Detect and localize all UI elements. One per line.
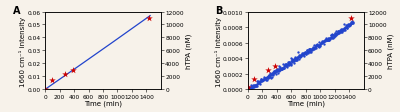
Text: B: B	[215, 6, 223, 16]
Y-axis label: 1660 cm⁻¹ intensity: 1660 cm⁻¹ intensity	[19, 16, 26, 86]
Y-axis label: 1660 cm⁻¹ intensity: 1660 cm⁻¹ intensity	[215, 16, 222, 86]
X-axis label: Time (min): Time (min)	[287, 100, 325, 107]
Point	[251, 79, 258, 80]
Point	[245, 86, 251, 88]
Text: A: A	[12, 6, 20, 16]
Point	[62, 73, 68, 75]
Point	[42, 88, 48, 90]
Y-axis label: hTPA (nM): hTPA (nM)	[185, 33, 192, 69]
Point	[348, 18, 355, 19]
Point	[265, 69, 271, 71]
Y-axis label: hTPA (nM): hTPA (nM)	[388, 33, 394, 69]
Point	[146, 18, 152, 20]
Point	[48, 79, 55, 81]
Point	[69, 69, 76, 71]
Point	[272, 66, 278, 67]
X-axis label: Time (min): Time (min)	[84, 100, 122, 107]
